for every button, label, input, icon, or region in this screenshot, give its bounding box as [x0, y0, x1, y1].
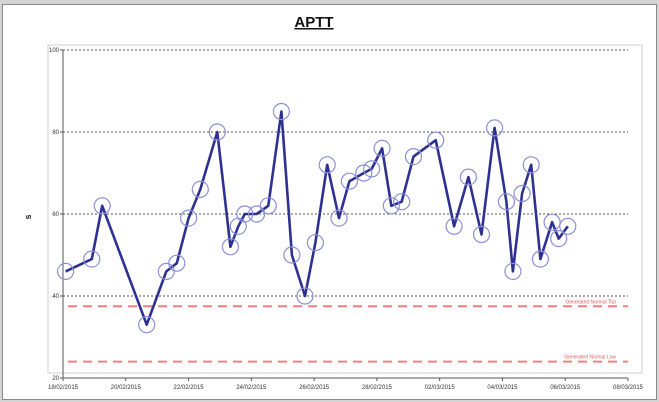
data-point — [393, 193, 411, 211]
chart-svg: APTT s 20 40 60 80 100 18/02/2015 20/02/2015 22… — [23, 14, 644, 391]
data-point — [543, 213, 561, 231]
x-tick-label: 18/02/2015 — [48, 385, 79, 391]
x-tick-label: 04/03/2015 — [487, 385, 518, 391]
data-point — [559, 217, 577, 235]
data-point — [459, 168, 477, 186]
data-point — [180, 209, 198, 227]
data-point — [373, 139, 391, 157]
data-point — [168, 254, 186, 272]
data-point — [208, 123, 226, 141]
x-tick-label: 26/02/2015 — [299, 385, 330, 391]
data-point — [497, 193, 515, 211]
data-point — [445, 217, 463, 235]
data-point — [56, 262, 75, 280]
data-point — [355, 164, 373, 182]
reference-line-label: Generated Normal Low — [564, 355, 616, 361]
reference-line-label: Generated Normal Top — [566, 299, 617, 305]
y-tick-label: 80 — [52, 130, 59, 136]
data-point — [531, 250, 550, 268]
data-point — [306, 234, 324, 252]
chart-title: APTT — [294, 14, 333, 31]
data-point — [248, 205, 266, 223]
plot-border — [47, 44, 643, 374]
data-point — [504, 262, 522, 280]
data-point — [296, 287, 314, 305]
x-tick-label: 24/02/2015 — [236, 385, 267, 391]
y-tick-label: 20 — [52, 376, 59, 382]
data-point — [486, 119, 504, 137]
y-tick-label: 100 — [49, 48, 60, 54]
data-point — [472, 225, 491, 244]
data-point — [93, 197, 111, 215]
x-tick-label: 20/02/2015 — [111, 385, 142, 391]
data-point — [522, 156, 540, 174]
data-point — [318, 156, 336, 174]
x-tick-label: 22/02/2015 — [174, 385, 205, 391]
data-point — [363, 160, 381, 178]
y-tick-label: 40 — [52, 294, 59, 300]
data-point — [382, 197, 400, 215]
x-tick-label: 28/02/2015 — [362, 385, 393, 391]
y-axis-label: s — [23, 214, 33, 219]
series-layer — [56, 102, 577, 334]
data-point — [513, 184, 531, 203]
x-tick-label: 08/03/2015 — [613, 385, 644, 391]
y-tick-label: 60 — [52, 212, 59, 218]
data-point — [427, 131, 445, 149]
reference-lines: Generated Normal Top Generated Normal Low — [68, 299, 628, 363]
data-point — [191, 180, 209, 198]
data-point — [330, 209, 348, 227]
grid-layer — [63, 49, 628, 297]
data-point — [550, 230, 568, 248]
x-tick-label: 06/03/2015 — [550, 385, 581, 391]
data-point — [272, 102, 290, 121]
data-point — [340, 172, 358, 190]
series-line — [65, 110, 569, 326]
data-point — [236, 205, 254, 223]
chart-frame: APTT s 20 40 60 80 100 18/02/2015 20/02/2015 22… — [2, 4, 657, 400]
x-tick-label: 02/03/2015 — [425, 385, 456, 391]
data-point — [83, 250, 101, 268]
data-point — [138, 316, 156, 334]
data-point — [259, 197, 277, 215]
data-point — [221, 238, 239, 256]
data-point — [404, 148, 423, 166]
data-point — [283, 246, 301, 264]
axis-layer: 20 40 60 80 100 18/02/2015 20/02/2015 22/02/201… — [48, 48, 644, 391]
